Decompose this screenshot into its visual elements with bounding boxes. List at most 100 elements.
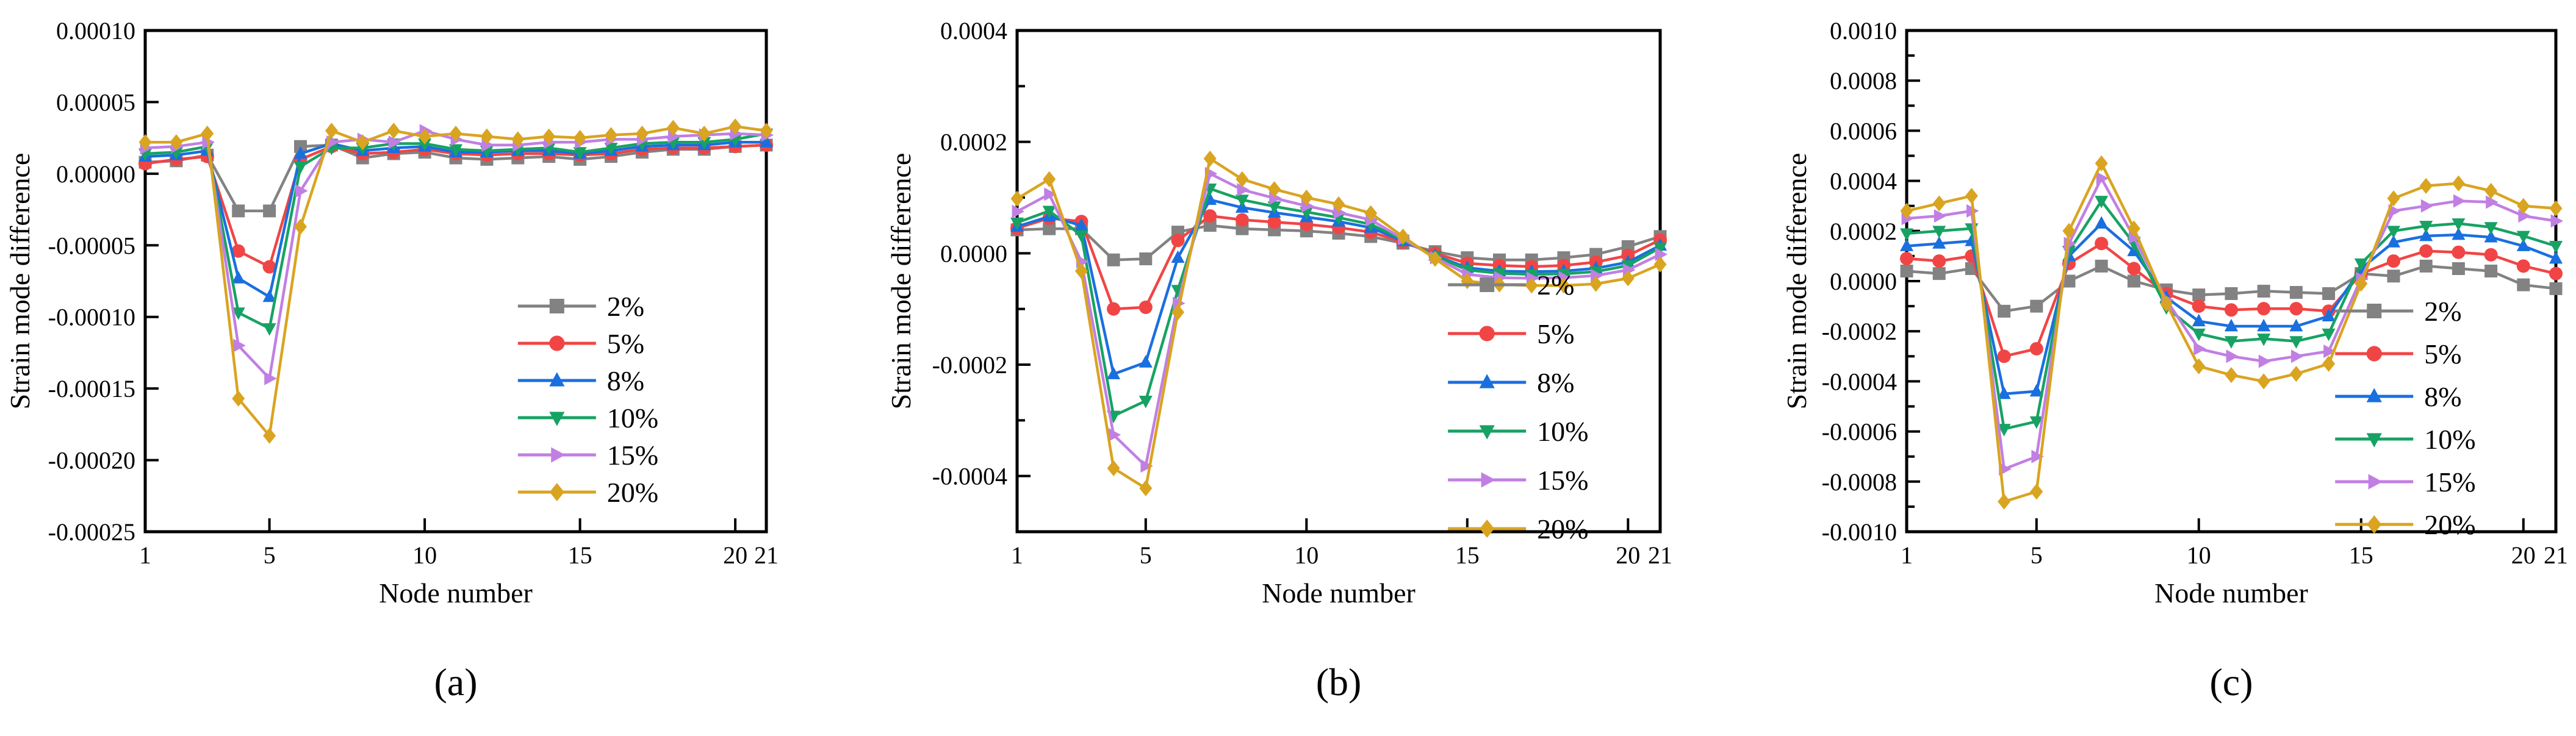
legend-item-20pct: 20% bbox=[2335, 509, 2476, 540]
series-20pct-marker bbox=[2517, 198, 2530, 214]
series-8pct-marker bbox=[1899, 238, 1914, 251]
series-15pct-marker bbox=[2550, 214, 2564, 228]
series-20pct-marker bbox=[294, 218, 307, 235]
x-tick-label: 5 bbox=[2031, 541, 2043, 569]
series-2pct-marker bbox=[2484, 265, 2498, 278]
legend-label: 20% bbox=[1537, 513, 1588, 545]
x-tick-label: 10 bbox=[1294, 541, 1319, 569]
series-10pct-marker bbox=[418, 138, 432, 151]
chart-b-ylabel: Strain mode difference bbox=[885, 153, 916, 410]
series-20pct-marker bbox=[2062, 223, 2076, 239]
x-tick-label: 1 bbox=[139, 541, 151, 569]
chart-b-caption: (b) bbox=[1316, 660, 1362, 704]
series-20pct-marker bbox=[2289, 365, 2303, 382]
legend-marker-triangle-right bbox=[2368, 474, 2383, 490]
x-tick-label: 20 bbox=[2511, 541, 2536, 569]
series-15pct-marker bbox=[295, 184, 308, 198]
series-5pct-marker bbox=[2452, 245, 2466, 259]
x-axis-ticks: 1 5 10 15 20 21 bbox=[1011, 518, 1672, 569]
series-10pct-marker bbox=[2549, 241, 2563, 254]
y-tick-label: -0.0008 bbox=[1822, 468, 1897, 496]
series-8pct-marker bbox=[262, 289, 276, 302]
series-15pct-marker bbox=[2518, 209, 2531, 223]
series-20pct-marker bbox=[1268, 181, 1281, 198]
series-15pct-marker bbox=[1140, 459, 1153, 473]
series-20pct-marker bbox=[1621, 270, 1635, 287]
legend-label: 8% bbox=[607, 365, 644, 396]
series-8pct-marker bbox=[2095, 216, 2109, 229]
series-20pct-marker bbox=[2322, 355, 2336, 372]
chart-c-caption: (c) bbox=[2209, 660, 2253, 704]
series-2pct-marker bbox=[2419, 259, 2433, 273]
series-20pct-marker bbox=[2419, 177, 2433, 194]
series-2pct-marker bbox=[2127, 274, 2140, 288]
y-tick-label: 0.00005 bbox=[56, 88, 135, 116]
series-20pct-marker bbox=[1332, 196, 1345, 213]
x-tick-label: 10 bbox=[2187, 541, 2211, 569]
series-20pct-marker bbox=[1107, 460, 1120, 477]
series-2pct-marker bbox=[2192, 288, 2206, 302]
x-tick-label: 5 bbox=[1140, 541, 1152, 569]
legend-marker-triangle-down bbox=[549, 412, 565, 426]
series-15pct-marker bbox=[1108, 428, 1121, 442]
x-tick-label: 20 bbox=[1616, 541, 1640, 569]
series-8pct-marker bbox=[1074, 218, 1088, 231]
series-15pct-marker bbox=[2388, 204, 2402, 218]
series-10pct-marker bbox=[2452, 218, 2466, 231]
series-20pct-marker bbox=[666, 120, 680, 136]
series-5pct-marker bbox=[2516, 259, 2530, 273]
x-tick-label: 1 bbox=[1011, 541, 1023, 569]
series-20pct-marker bbox=[356, 134, 369, 151]
series-8pct-marker bbox=[2386, 235, 2401, 248]
legend: 2% 5% 8% 10% 15% 20% bbox=[2335, 296, 2476, 540]
series-8pct-marker bbox=[2419, 228, 2433, 241]
series-10pct-marker bbox=[293, 161, 308, 174]
chart-c-ylabel: Strain mode difference bbox=[1781, 153, 1812, 410]
legend-item-8pct: 8% bbox=[517, 365, 644, 396]
y-tick-label: -0.00025 bbox=[48, 518, 135, 546]
legend-marker-diamond bbox=[549, 483, 564, 501]
series-20pct-marker bbox=[1074, 263, 1088, 279]
legend-item-8pct: 8% bbox=[2335, 381, 2462, 412]
x-tick-label: 10 bbox=[412, 541, 437, 569]
series-20pct-marker bbox=[480, 128, 494, 145]
chart-panel-a: 0.00010 0.00005 0.00000 -0.00005 -0.00010 -0.… bbox=[0, 0, 854, 736]
legend-item-15pct: 15% bbox=[2335, 466, 2476, 498]
series-20pct-marker bbox=[760, 123, 773, 139]
legend-marker-circle bbox=[2366, 346, 2382, 362]
legend-label: 15% bbox=[1537, 465, 1588, 496]
series-10pct-marker bbox=[1997, 424, 2011, 437]
series-10pct-marker bbox=[2419, 221, 2433, 234]
legend-label: 20% bbox=[2424, 509, 2475, 540]
series-10pct-marker bbox=[448, 144, 463, 157]
series-20pct-marker bbox=[1525, 277, 1538, 294]
chart-c-svg: 0.0010 0.0008 0.0006 0.0004 0.0002 0.0000 -0.0… bbox=[1781, 17, 2568, 704]
y-tick-label: 0.0000 bbox=[940, 240, 1007, 267]
series-15pct-marker bbox=[1934, 209, 1947, 223]
series-8pct-marker bbox=[2549, 251, 2563, 264]
series-20pct-marker bbox=[1043, 171, 1056, 187]
legend-marker-diamond bbox=[1480, 520, 1495, 538]
series-20pct-marker bbox=[2192, 358, 2206, 374]
chart-a-caption: (a) bbox=[434, 660, 477, 704]
series-8pct-marker bbox=[1171, 250, 1185, 263]
legend-label: 2% bbox=[2424, 296, 2461, 327]
x-tick-label: 20 bbox=[723, 541, 747, 569]
series-10pct-marker bbox=[1042, 205, 1056, 218]
series-2pct-marker bbox=[2062, 274, 2076, 288]
series-5pct-marker bbox=[1997, 349, 2011, 363]
series-20pct-marker bbox=[325, 123, 338, 139]
series-8pct-marker bbox=[231, 271, 245, 284]
series-2pct-marker bbox=[263, 204, 276, 218]
series-5pct-marker bbox=[1107, 302, 1121, 316]
series-10pct-marker bbox=[573, 147, 587, 160]
y-tick-label: 0.0008 bbox=[1830, 67, 1897, 95]
series-20pct-marker bbox=[2030, 484, 2043, 500]
series-5pct-marker bbox=[1267, 215, 1281, 229]
y-tick-label: -0.00020 bbox=[48, 447, 135, 474]
legend: 2% 5% 8% 10% 15% 20% bbox=[1448, 270, 1589, 545]
series-20pct-marker bbox=[697, 125, 711, 142]
legend-label: 5% bbox=[607, 328, 644, 359]
x-tick-label: 5 bbox=[264, 541, 276, 569]
legend-label: 2% bbox=[607, 291, 644, 322]
